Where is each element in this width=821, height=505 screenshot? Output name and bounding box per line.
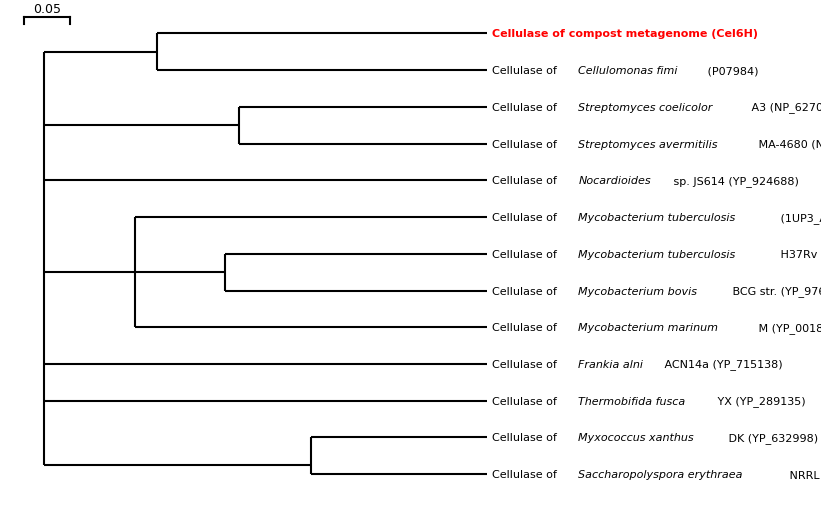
Text: Cellulase of: Cellulase of [492, 139, 560, 149]
Text: DK (YP_632998): DK (YP_632998) [725, 432, 818, 443]
Text: (P07984): (P07984) [704, 66, 759, 76]
Text: Mycobacterium marinum: Mycobacterium marinum [578, 323, 718, 333]
Text: Cellulase of: Cellulase of [492, 433, 560, 442]
Text: Cellulase of: Cellulase of [492, 360, 560, 369]
Text: H37Rv (YP_177689): H37Rv (YP_177689) [777, 249, 821, 260]
Text: Cellulase of: Cellulase of [492, 469, 560, 479]
Text: (1UP3_A): (1UP3_A) [777, 212, 821, 223]
Text: Streptomyces coelicolor: Streptomyces coelicolor [578, 103, 713, 113]
Text: Cellulase of: Cellulase of [492, 66, 560, 76]
Text: Mycobacterium tuberculosis: Mycobacterium tuberculosis [578, 249, 736, 260]
Text: Myxococcus xanthus: Myxococcus xanthus [578, 433, 694, 442]
Text: Cellulase of compost metagenome (Cel6H): Cellulase of compost metagenome (Cel6H) [492, 29, 758, 39]
Text: Cellulase of: Cellulase of [492, 103, 560, 113]
Text: Cellulase of: Cellulase of [492, 396, 560, 406]
Text: YX (YP_289135): YX (YP_289135) [714, 395, 805, 407]
Text: Cellulomonas fimi: Cellulomonas fimi [578, 66, 678, 76]
Text: Thermobifida fusca: Thermobifida fusca [578, 396, 686, 406]
Text: Nocardioides: Nocardioides [578, 176, 651, 186]
Text: NRRL (YP_0011081): NRRL (YP_0011081) [787, 469, 821, 480]
Text: Cellulase of: Cellulase of [492, 249, 560, 260]
Text: Saccharopolyspora erythraea: Saccharopolyspora erythraea [578, 469, 743, 479]
Text: Cellulase of: Cellulase of [492, 213, 560, 223]
Text: sp. JS614 (YP_924688): sp. JS614 (YP_924688) [670, 176, 799, 186]
Text: M (YP_0018484): M (YP_0018484) [755, 322, 821, 333]
Text: ACN14a (YP_715138): ACN14a (YP_715138) [661, 359, 782, 370]
Text: MA-4680 (NP_826394): MA-4680 (NP_826394) [754, 139, 821, 150]
Text: Cellulase of: Cellulase of [492, 176, 560, 186]
Text: 0.05: 0.05 [33, 3, 61, 16]
Text: Cellulase of: Cellulase of [492, 286, 560, 296]
Text: Mycobacterium bovis: Mycobacterium bovis [578, 286, 697, 296]
Text: Mycobacterium tuberculosis: Mycobacterium tuberculosis [578, 213, 736, 223]
Text: A3 (NP_627067): A3 (NP_627067) [748, 102, 821, 113]
Text: Cellulase of: Cellulase of [492, 323, 560, 333]
Text: Streptomyces avermitilis: Streptomyces avermitilis [578, 139, 718, 149]
Text: Frankia alni: Frankia alni [578, 360, 644, 369]
Text: BCG str. (YP_976195): BCG str. (YP_976195) [729, 285, 821, 296]
